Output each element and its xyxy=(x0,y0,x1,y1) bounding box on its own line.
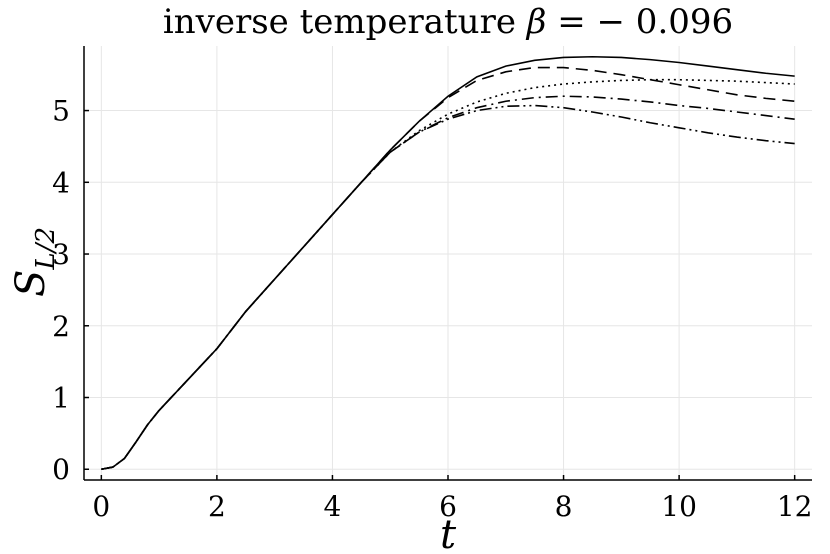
x-ticks: 0 2 4 6 8 10 12 xyxy=(92,475,812,523)
series-group xyxy=(101,55,795,471)
y-tick-label: 0 xyxy=(52,453,70,486)
x-tick-label: 0 xyxy=(92,490,110,523)
x-tick-label: 4 xyxy=(324,490,342,523)
x-tick-label: 12 xyxy=(777,490,813,523)
title-prefix: inverse temperature xyxy=(163,2,527,42)
y-axis-label: SL/2 xyxy=(8,227,61,297)
chart-title: inverse temperature β = − 0.096 xyxy=(163,2,733,42)
y-ticks: 0 1 2 3 4 5 xyxy=(52,95,89,486)
y-tick-label: 4 xyxy=(52,166,70,199)
svg-text:SL/2: SL/2 xyxy=(8,227,61,297)
x-axis-label: t xyxy=(440,512,457,554)
title-beta: β xyxy=(525,2,547,42)
y-axis-label-main: S xyxy=(8,270,54,297)
x-tick-label: 6 xyxy=(439,490,457,523)
y-tick-label: 5 xyxy=(52,95,70,128)
x-tick-label: 8 xyxy=(555,490,573,523)
title-suffix: = − 0.096 xyxy=(546,2,733,42)
series-line-5 xyxy=(101,104,795,471)
y-tick-label: 3 xyxy=(52,238,70,271)
y-tick-label: 2 xyxy=(52,310,70,343)
y-axis-label-sub: L/2 xyxy=(31,227,61,271)
y-tick-label: 1 xyxy=(52,382,70,415)
x-tick-label: 2 xyxy=(208,490,226,523)
grid xyxy=(84,46,812,480)
x-tick-label: 10 xyxy=(661,490,697,523)
